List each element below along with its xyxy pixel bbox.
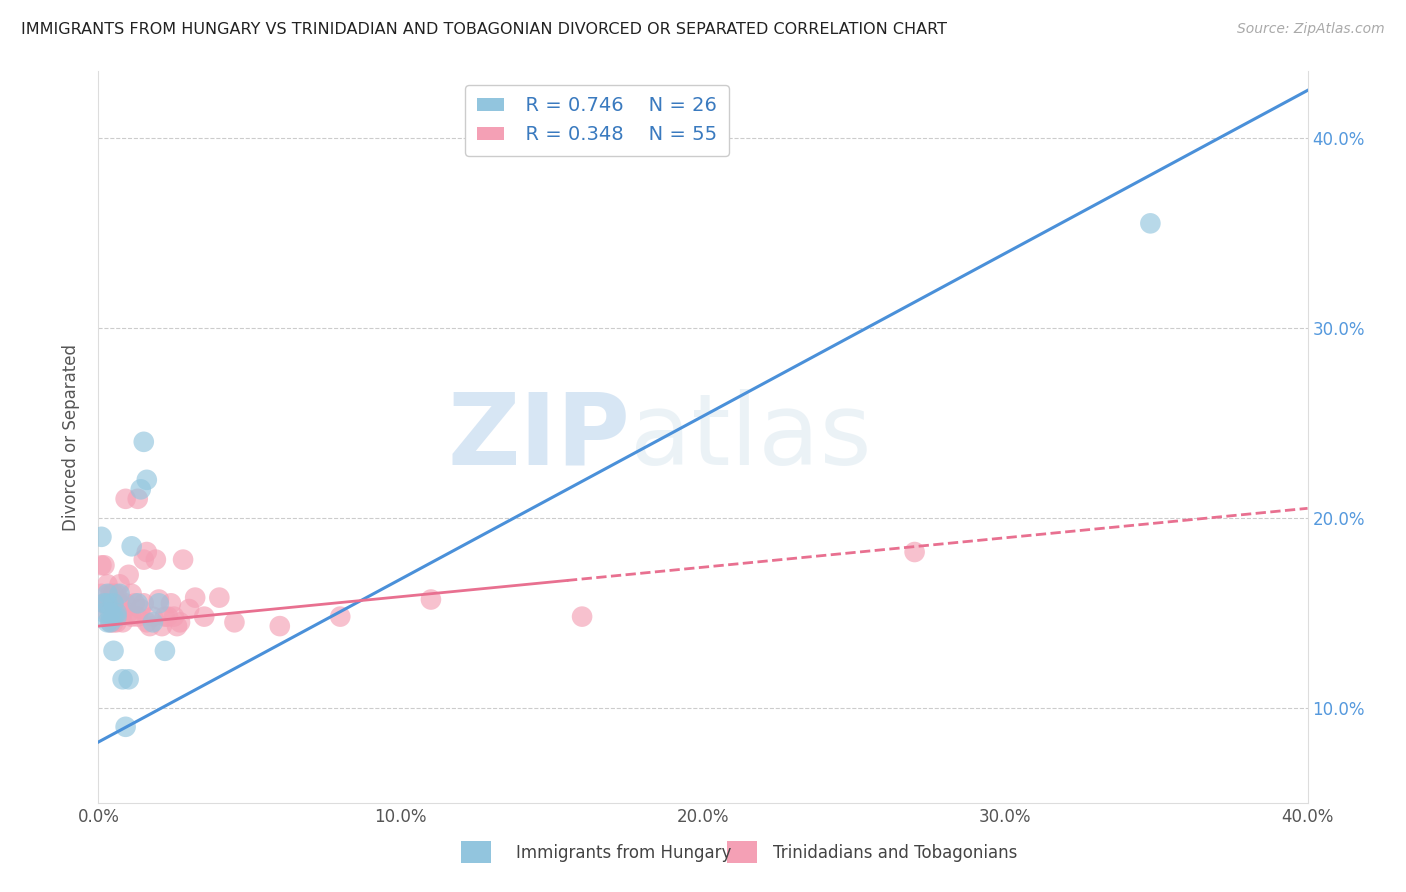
Text: ZIP: ZIP xyxy=(447,389,630,485)
Point xyxy=(90,530,112,544)
Point xyxy=(114,720,136,734)
Point xyxy=(96,577,118,591)
Point xyxy=(108,587,131,601)
Point xyxy=(1139,216,1161,230)
Point xyxy=(108,596,131,610)
Point xyxy=(114,596,136,610)
Point xyxy=(111,615,134,630)
Point xyxy=(93,558,115,573)
Point xyxy=(571,609,593,624)
Point xyxy=(118,606,141,620)
Point xyxy=(93,606,115,620)
Point xyxy=(132,552,155,566)
Point xyxy=(111,606,134,620)
Point xyxy=(142,609,165,624)
Point xyxy=(108,577,131,591)
Point xyxy=(105,609,128,624)
Point xyxy=(105,587,128,601)
Point xyxy=(103,615,125,630)
Point xyxy=(90,558,112,573)
Point xyxy=(135,545,157,559)
Point xyxy=(121,587,143,601)
Legend:   R = 0.746    N = 26,   R = 0.348    N = 55: R = 0.746 N = 26, R = 0.348 N = 55 xyxy=(465,85,730,156)
Point xyxy=(179,602,201,616)
FancyBboxPatch shape xyxy=(461,841,492,863)
Point xyxy=(153,644,176,658)
Point xyxy=(103,596,125,610)
Point xyxy=(105,606,128,620)
Point xyxy=(121,539,143,553)
Point xyxy=(93,596,115,610)
Point xyxy=(139,619,162,633)
Point xyxy=(105,606,128,620)
Point xyxy=(329,609,352,624)
Point xyxy=(103,587,125,601)
Point xyxy=(127,609,149,624)
Point xyxy=(129,483,152,497)
Point xyxy=(100,606,122,620)
Point xyxy=(100,587,122,601)
Point xyxy=(105,615,128,630)
Point xyxy=(145,552,167,566)
Point xyxy=(904,545,927,559)
Point xyxy=(132,596,155,610)
Point xyxy=(132,434,155,449)
Point xyxy=(148,592,170,607)
Point xyxy=(420,592,443,607)
Point xyxy=(121,609,143,624)
Point xyxy=(96,587,118,601)
Point xyxy=(150,619,173,633)
Text: Trinidadians and Tobagonians: Trinidadians and Tobagonians xyxy=(773,844,1018,862)
Point xyxy=(166,619,188,633)
Point xyxy=(193,609,215,624)
Point xyxy=(118,567,141,582)
Point xyxy=(148,596,170,610)
Text: IMMIGRANTS FROM HUNGARY VS TRINIDADIAN AND TOBAGONIAN DIVORCED OR SEPARATED CORR: IMMIGRANTS FROM HUNGARY VS TRINIDADIAN A… xyxy=(21,22,948,37)
Y-axis label: Divorced or Separated: Divorced or Separated xyxy=(62,343,80,531)
Point xyxy=(111,673,134,687)
Point xyxy=(169,615,191,630)
Point xyxy=(160,596,183,610)
Point xyxy=(96,596,118,610)
Point xyxy=(100,615,122,630)
Point xyxy=(96,615,118,630)
Point xyxy=(100,615,122,630)
Text: Immigrants from Hungary: Immigrants from Hungary xyxy=(516,844,731,862)
Point xyxy=(156,609,179,624)
Point xyxy=(93,596,115,610)
Point xyxy=(184,591,207,605)
Point xyxy=(127,491,149,506)
Point xyxy=(172,552,194,566)
FancyBboxPatch shape xyxy=(727,841,758,863)
Point xyxy=(208,591,231,605)
Point xyxy=(103,609,125,624)
Point xyxy=(269,619,291,633)
Point xyxy=(90,587,112,601)
Point xyxy=(96,596,118,610)
Point xyxy=(135,615,157,630)
Point xyxy=(142,615,165,630)
Text: Source: ZipAtlas.com: Source: ZipAtlas.com xyxy=(1237,22,1385,37)
Point xyxy=(153,609,176,624)
Point xyxy=(129,602,152,616)
Point xyxy=(96,606,118,620)
Point xyxy=(163,609,186,624)
Point xyxy=(114,491,136,506)
Point xyxy=(103,644,125,658)
Text: atlas: atlas xyxy=(630,389,872,485)
Point xyxy=(135,473,157,487)
Point xyxy=(224,615,246,630)
Point xyxy=(124,596,146,610)
Point xyxy=(127,596,149,610)
Point xyxy=(103,596,125,610)
Point xyxy=(118,673,141,687)
